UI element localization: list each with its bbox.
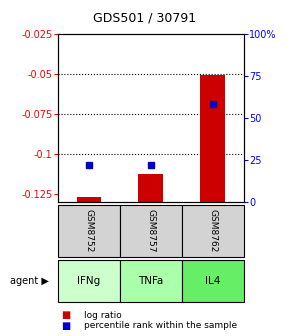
- Text: IFNg: IFNg: [77, 277, 101, 286]
- Text: ■: ■: [61, 321, 70, 331]
- Text: TNFa: TNFa: [138, 277, 164, 286]
- Text: agent ▶: agent ▶: [10, 277, 49, 286]
- Text: GSM8757: GSM8757: [146, 209, 155, 253]
- Bar: [200, 75, 225, 202]
- Text: GDS501 / 30791: GDS501 / 30791: [93, 12, 197, 25]
- Text: log ratio: log ratio: [84, 311, 122, 320]
- Bar: [138, 174, 163, 202]
- Bar: [77, 197, 101, 202]
- Text: GSM8752: GSM8752: [84, 209, 93, 253]
- Text: IL4: IL4: [205, 277, 220, 286]
- Text: ■: ■: [61, 310, 70, 320]
- Text: percentile rank within the sample: percentile rank within the sample: [84, 322, 237, 330]
- Text: GSM8762: GSM8762: [208, 209, 217, 253]
